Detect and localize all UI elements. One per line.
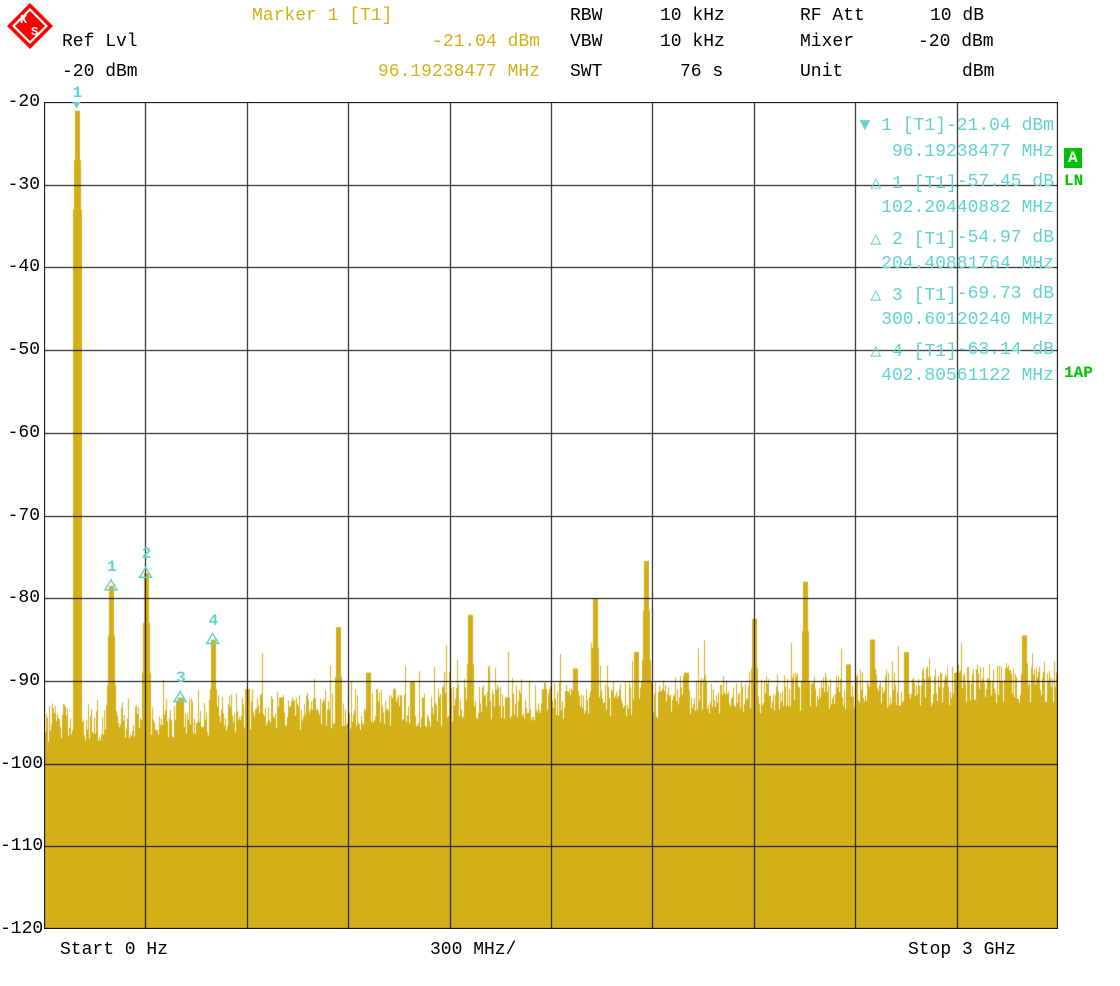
trace-a-badge: A bbox=[1064, 148, 1082, 168]
swt-value: 76 s bbox=[680, 62, 723, 82]
x-start-label: Start 0 Hz bbox=[60, 940, 168, 960]
unit-label: Unit bbox=[800, 62, 843, 82]
marker-readout-line: △4 [T1]-63.14 dB bbox=[720, 340, 1054, 362]
marker-readout-freq: 96.19238477 MHz bbox=[720, 142, 1054, 162]
y-tick-label: -80 bbox=[0, 588, 40, 608]
marker-readout-freq: 102.20440882 MHz bbox=[720, 198, 1054, 218]
marker-readout-line: △2 [T1]-54.97 dB bbox=[720, 228, 1054, 250]
marker-readout-line: ▼1 [T1]-21.04 dBm bbox=[720, 116, 1054, 136]
marker-title: Marker 1 [T1] bbox=[252, 6, 392, 26]
marker-readout-freq: 300.60120240 MHz bbox=[720, 310, 1054, 330]
ref-level-value: -20 dBm bbox=[62, 62, 138, 82]
unit-value: dBm bbox=[962, 62, 994, 82]
svg-text:S: S bbox=[31, 25, 38, 39]
ln-label: LN bbox=[1064, 172, 1083, 190]
y-tick-label: -40 bbox=[0, 257, 40, 277]
marker-freq: 96.19238477 MHz bbox=[280, 62, 540, 82]
marker-readout-line: △3 [T1]-69.73 dB bbox=[720, 284, 1054, 306]
y-tick-label: -120 bbox=[0, 919, 40, 939]
swt-label: SWT bbox=[570, 62, 602, 82]
rfatt-value: 10 dB bbox=[930, 6, 984, 26]
svg-text:K: K bbox=[20, 13, 28, 27]
vbw-value: 10 kHz bbox=[660, 32, 725, 52]
y-tick-label: -110 bbox=[0, 836, 40, 856]
y-tick-label: -60 bbox=[0, 423, 40, 443]
y-tick-label: -90 bbox=[0, 671, 40, 691]
marker-main-label: 1 bbox=[73, 84, 83, 102]
y-tick-label: -50 bbox=[0, 340, 40, 360]
rbw-value: 10 kHz bbox=[660, 6, 725, 26]
marker-amp: -21.04 dBm bbox=[412, 32, 540, 52]
y-tick-label: -70 bbox=[0, 506, 40, 526]
rbw-label: RBW bbox=[570, 6, 602, 26]
vbw-label: VBW bbox=[570, 32, 602, 52]
mixer-value: -20 dBm bbox=[918, 32, 994, 52]
spectrum-plot bbox=[44, 102, 1058, 929]
y-tick-label: -20 bbox=[0, 92, 40, 112]
y-tick-label: -30 bbox=[0, 175, 40, 195]
x-stop-label: Stop 3 GHz bbox=[908, 940, 1016, 960]
y-tick-label: -100 bbox=[0, 754, 40, 774]
rfatt-label: RF Att bbox=[800, 6, 865, 26]
marker-readout-freq: 402.80561122 MHz bbox=[720, 366, 1054, 386]
ref-level-label: Ref Lvl bbox=[62, 32, 138, 52]
marker-readout-freq: 204.40881764 MHz bbox=[720, 254, 1054, 274]
brand-logo-icon: K S bbox=[6, 2, 54, 50]
x-center-label: 300 MHz/ bbox=[430, 940, 516, 960]
mixer-label: Mixer bbox=[800, 32, 854, 52]
marker-readout-line: △1 [T1]-57.45 dB bbox=[720, 172, 1054, 194]
ap-label: 1AP bbox=[1064, 364, 1093, 382]
